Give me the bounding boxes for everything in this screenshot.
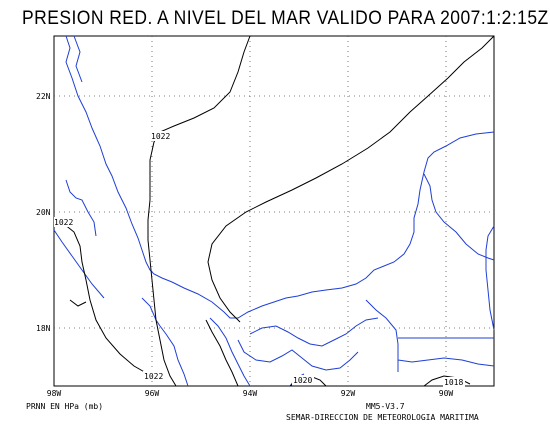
river-veracruz [65,179,97,237]
yucatan-inner [423,173,495,261]
coast-south-1 [53,229,105,299]
source-label: SEMAR-DIRECCION DE METEOROLOGIA MARITIMA [286,413,479,422]
lat-label-18n: 18N [36,324,51,333]
isobar-1022-north [147,35,251,387]
laguna-coast [73,35,83,83]
border-belize [365,299,399,372]
units-label: PRNN EN HPa (mb) [26,402,104,411]
river-tabasco [141,297,189,387]
isobar-label-1022-south: 1022 [144,372,163,381]
isobar-1022-west [53,221,149,375]
lon-label-94w: 94W [243,389,258,398]
gulf-west-coast [65,35,495,319]
map-title: PRESION RED. A NIVEL DEL MAR VALIDO PARA… [22,8,549,29]
isobar-1020 [207,35,495,323]
south-border-1 [237,339,359,371]
isobar-lake [69,299,87,307]
isobar-1020-south [205,319,239,387]
lon-label-90w: 90W [439,389,454,398]
lat-label-22n: 22N [36,92,51,101]
graticule [54,36,494,386]
isobar-label-1022-north: 1022 [151,132,170,141]
lon-label-92w: 92W [341,389,356,398]
border-mexico-guat [249,317,379,347]
yucatan-east [485,225,495,331]
model-label: MM5-V3.7 [366,402,405,411]
map-frame [53,35,495,387]
border-guatemala [209,317,251,387]
lon-label-96w: 96W [145,389,160,398]
isobars [53,35,495,387]
lat-label-20n: 20N [36,208,51,217]
south-border-2 [397,357,495,367]
isobar-label-1020: 1020 [293,376,312,385]
isobar-label-1018: 1018 [444,378,463,387]
coastlines [53,35,495,387]
lon-label-98w: 98W [47,389,62,398]
isobar-label-1022-west: 1022 [54,218,73,227]
